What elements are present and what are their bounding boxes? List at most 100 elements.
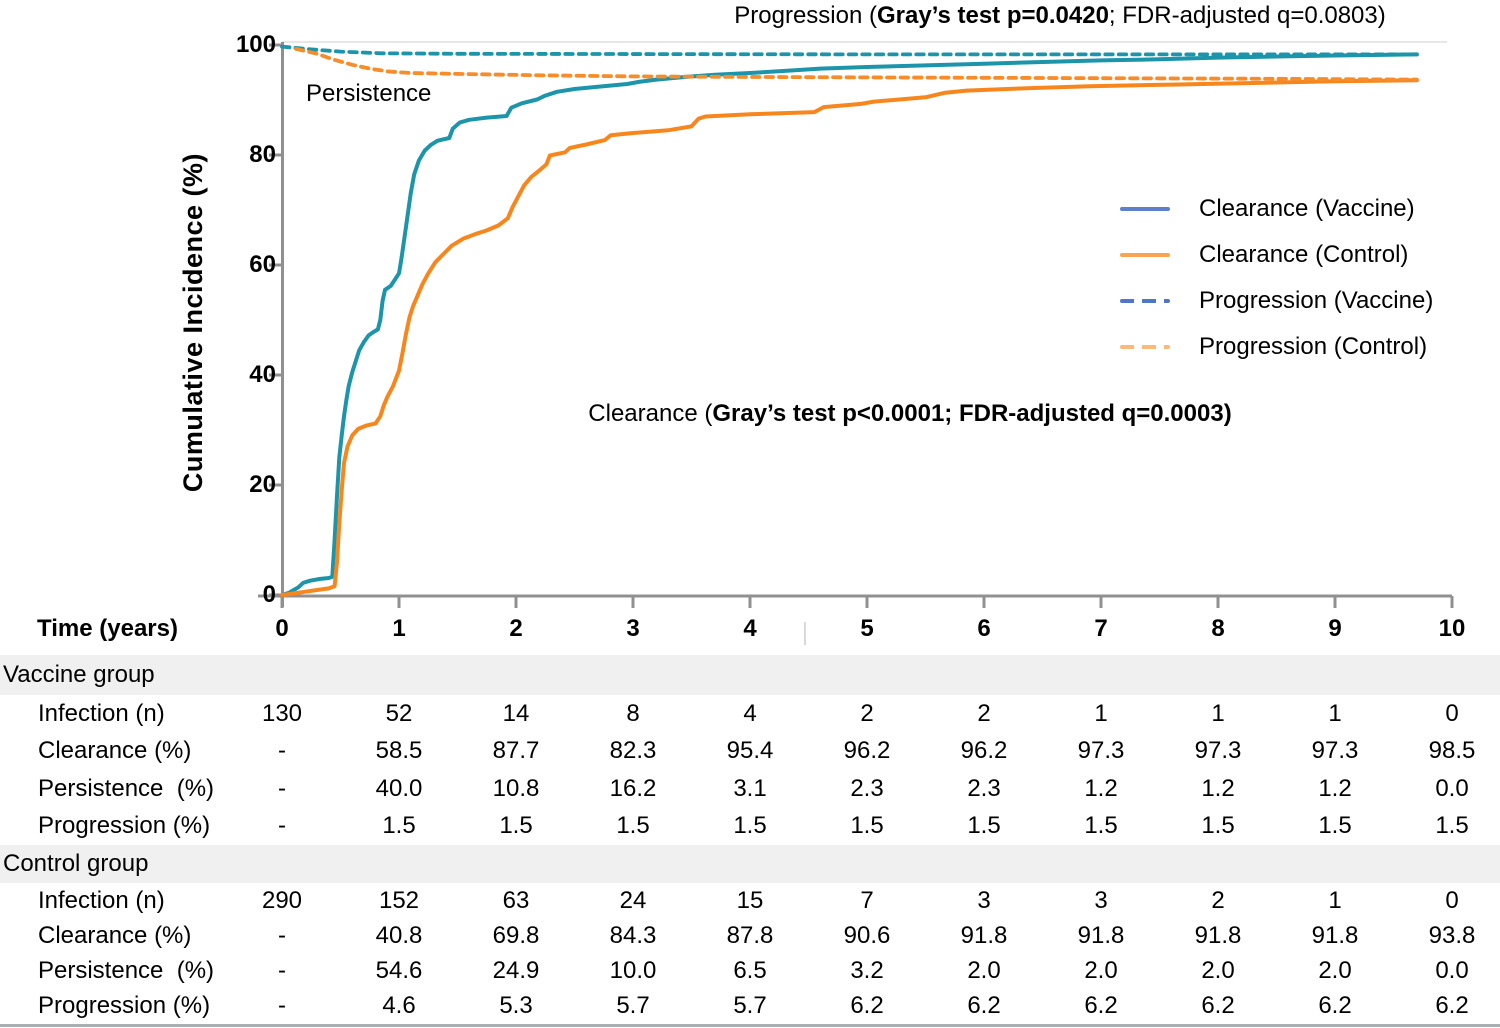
table-cell: 4 [743,699,757,727]
row-label: Persistence (%) [38,774,215,802]
table-cell: 6.2 [967,992,1001,1020]
row-label: Infection (n) [38,886,165,914]
table-cell: 93.8 [1428,921,1476,949]
table-cell: 6.2 [1435,992,1469,1020]
table-cell: 0 [1445,886,1459,914]
table-cell: 3 [1094,886,1108,914]
table-cell: 0.0 [1435,774,1469,802]
table-cell: 130 [261,699,303,727]
x-tick-label-7: 7 [1094,615,1108,642]
time-axis-label: Time (years) [37,615,178,642]
legend-item: Progression (Vaccine) [1120,278,1433,324]
table-cell: 290 [261,886,303,914]
table-cell: 40.8 [375,921,423,949]
table-cell: 97.3 [1311,737,1359,765]
curve-clearance-control [280,78,1419,597]
table-cell: 91.8 [1077,921,1125,949]
x-tick-label-3: 3 [626,615,640,642]
table-cell: 3 [977,886,991,914]
clearance-annotation: Clearance (Gray’s test p<0.0001; FDR-adj… [540,399,1280,429]
chart-title-bold: Gray’s test p=0.0420 [876,2,1109,29]
row-label: Clearance (%) [38,921,192,949]
group-header-vaccine-group: Vaccine group [0,655,1500,695]
table-cell: 1.5 [382,812,416,840]
legend-label: Progression (Control) [1199,333,1428,360]
table-cell: 40.0 [375,774,423,802]
x-tick-label-2: 2 [509,615,523,642]
clearance-annotation-bold: Gray’s test p<0.0001; FDR-adjusted q=0.0… [712,400,1232,427]
legend-label: Clearance (Vaccine) [1199,195,1415,222]
table-cell: 15 [736,886,764,914]
dashed-line-swatch [1120,299,1170,303]
table-cell: 1.5 [1318,812,1352,840]
table-cell: 97.3 [1194,737,1242,765]
table-cell: 2.0 [967,956,1001,984]
row-label: Progression (%) [38,812,211,840]
y-tick-label-40: 40 [249,361,276,388]
persistence-annotation: Persistence [306,80,432,107]
row-label: Clearance (%) [38,737,192,765]
y-tick-label-60: 60 [249,251,276,278]
table-cell: 10.0 [609,956,657,984]
table-cell: 97.3 [1077,737,1125,765]
plot-canvas [258,41,1454,608]
table-cell: 98.5 [1428,737,1476,765]
table-cell: 1.5 [1084,812,1118,840]
divider-mark [804,622,806,645]
table-cell: 8 [626,699,640,727]
y-tick-label-80: 80 [249,141,276,168]
table-cell: - [278,992,286,1020]
x-tick-label-5: 5 [860,615,874,642]
chart-title: Progression (Gray’s test p=0.0420; FDR-a… [600,1,1500,31]
table-cell: 58.5 [375,737,423,765]
table-cell: 152 [378,886,420,914]
table-cell: 1.5 [616,812,650,840]
row-label: Persistence (%) [38,956,215,984]
table-cell: 6.2 [850,992,884,1020]
table-cell: 87.7 [492,737,540,765]
table-cell: 2.3 [967,774,1001,802]
table-cell: 2.0 [1084,956,1118,984]
table-cell: 1.2 [1318,774,1352,802]
table-cell: 1 [1328,886,1342,914]
table-cell: 1 [1211,699,1225,727]
x-tick-label-1: 1 [392,615,406,642]
table-cell: 82.3 [609,737,657,765]
bottom-border [0,1024,1500,1027]
table-cell: - [278,737,286,765]
y-tick-label-0: 0 [262,581,276,608]
table-cell: 2.0 [1318,956,1352,984]
table-cell: 1 [1328,699,1342,727]
legend-label: Clearance (Control) [1199,241,1409,268]
table-cell: 1.5 [850,812,884,840]
table-cell: 1 [1094,699,1108,727]
table-cell: - [278,956,286,984]
table-cell: 10.8 [492,774,540,802]
table-cell: 52 [385,699,413,727]
y-tick-label-20: 20 [249,471,276,498]
table-cell: 1.5 [499,812,533,840]
table-cell: 14 [502,699,530,727]
table-cell: 91.8 [1311,921,1359,949]
table-cell: 5.7 [733,992,767,1020]
table-cell: 91.8 [960,921,1008,949]
table-cell: 1.2 [1201,774,1235,802]
table-cell: 24.9 [492,956,540,984]
group-header-control-group: Control group [0,845,1500,883]
table-cell: 1.5 [1435,812,1469,840]
table-cell: 95.4 [726,737,774,765]
table-cell: 2 [860,699,874,727]
legend: Clearance (Vaccine) Clearance (Control) Pr… [1120,186,1433,370]
table-cell: 16.2 [609,774,657,802]
table-cell: 2.3 [850,774,884,802]
table-cell: 2 [1211,886,1225,914]
x-tick-label-8: 8 [1211,615,1225,642]
legend-item: Clearance (Vaccine) [1120,186,1433,232]
table-cell: 6.2 [1201,992,1235,1020]
table-cell: 3.2 [850,956,884,984]
x-tick-label-4: 4 [743,615,757,642]
legend-item: Clearance (Control) [1120,232,1433,278]
table-cell: - [278,774,286,802]
table-cell: 84.3 [609,921,657,949]
